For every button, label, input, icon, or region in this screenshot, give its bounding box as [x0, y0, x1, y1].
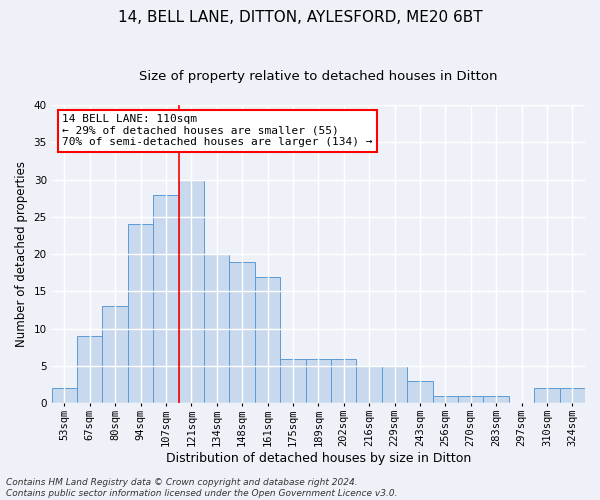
Bar — [458, 396, 484, 404]
Text: 14, BELL LANE, DITTON, AYLESFORD, ME20 6BT: 14, BELL LANE, DITTON, AYLESFORD, ME20 6… — [118, 10, 482, 25]
Bar — [153, 194, 179, 404]
Bar — [331, 358, 356, 404]
Bar — [382, 366, 407, 404]
Bar — [103, 306, 128, 404]
Bar — [534, 388, 560, 404]
Bar — [433, 396, 458, 404]
Bar — [128, 224, 153, 404]
Bar — [229, 262, 255, 404]
Text: 14 BELL LANE: 110sqm
← 29% of detached houses are smaller (55)
70% of semi-detac: 14 BELL LANE: 110sqm ← 29% of detached h… — [62, 114, 373, 147]
Bar — [484, 396, 509, 404]
Bar — [560, 388, 585, 404]
Bar — [356, 366, 382, 404]
Y-axis label: Number of detached properties: Number of detached properties — [15, 161, 28, 347]
Bar — [77, 336, 103, 404]
Bar — [179, 180, 204, 404]
X-axis label: Distribution of detached houses by size in Ditton: Distribution of detached houses by size … — [166, 452, 471, 465]
Bar — [280, 358, 305, 404]
Text: Contains HM Land Registry data © Crown copyright and database right 2024.
Contai: Contains HM Land Registry data © Crown c… — [6, 478, 398, 498]
Bar — [204, 254, 229, 404]
Bar — [305, 358, 331, 404]
Bar — [255, 276, 280, 404]
Bar — [407, 381, 433, 404]
Title: Size of property relative to detached houses in Ditton: Size of property relative to detached ho… — [139, 70, 497, 83]
Bar — [52, 388, 77, 404]
